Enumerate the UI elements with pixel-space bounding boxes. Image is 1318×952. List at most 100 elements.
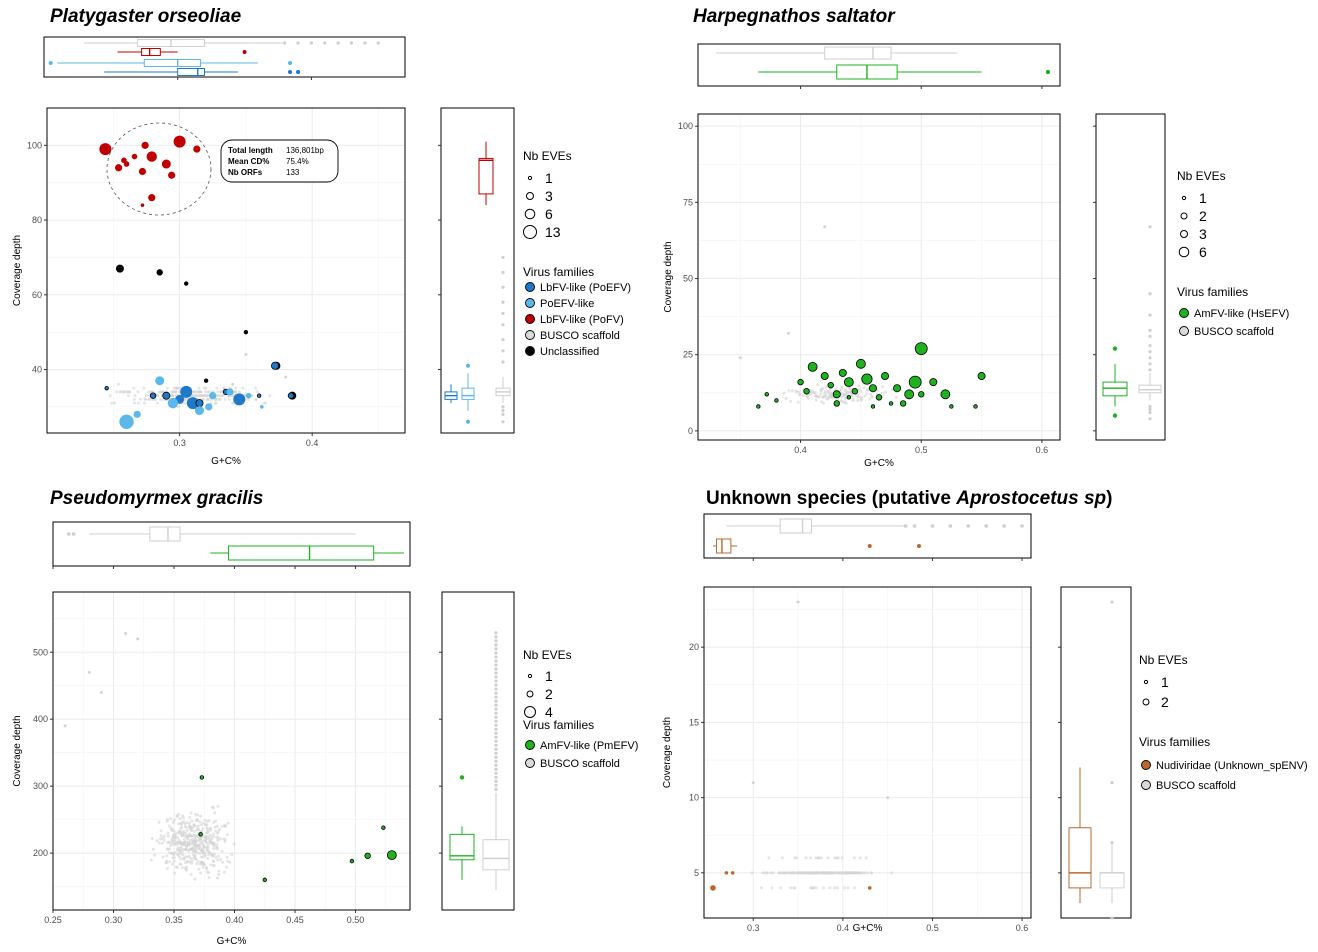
busco-point xyxy=(187,842,191,846)
busco-point xyxy=(209,863,213,867)
busco-point xyxy=(173,837,177,841)
busco-point xyxy=(817,395,821,399)
busco-point xyxy=(147,390,151,394)
busco-point xyxy=(225,865,229,869)
outlier xyxy=(466,363,470,368)
busco-point xyxy=(811,871,815,875)
data-point xyxy=(807,361,818,372)
series-group xyxy=(119,376,264,429)
legend: Nb EVEs 1 2 Virus families Nudiviridae (Unkn… xyxy=(1139,653,1308,792)
busco-point xyxy=(144,394,148,398)
busco-point xyxy=(190,394,194,398)
data-point xyxy=(386,850,397,861)
title-text: Pseudomyrmex gracilis xyxy=(50,488,264,509)
data-point xyxy=(843,377,854,388)
legend-family-title: Virus families xyxy=(523,718,594,732)
x-axis-label: G+C% xyxy=(864,458,894,469)
busco-point xyxy=(201,846,205,850)
busco-point xyxy=(216,390,220,394)
busco-point xyxy=(198,843,202,847)
busco-point xyxy=(890,388,894,392)
busco-boxplot xyxy=(495,376,511,404)
family-boxplot xyxy=(57,59,258,67)
outlier xyxy=(1112,413,1118,418)
data-point xyxy=(186,397,199,410)
outlier xyxy=(376,41,380,45)
outlier xyxy=(1148,313,1152,317)
outlier xyxy=(494,699,498,703)
outlier xyxy=(501,405,505,409)
busco-point xyxy=(177,855,181,859)
data-point xyxy=(193,145,201,153)
busco-point xyxy=(127,390,131,394)
busco-point xyxy=(194,824,198,828)
outlier xyxy=(917,544,922,548)
busco-point xyxy=(172,842,176,846)
plot-border xyxy=(697,113,1061,441)
chart-panel: 0.4 0.5 0.6 0 25 50 75 100 G+C% Coverage depth Nb … xyxy=(663,43,1289,469)
outlier xyxy=(494,759,498,763)
data-point xyxy=(138,167,147,176)
y-tick-label: 80 xyxy=(32,215,42,225)
busco-point xyxy=(829,871,833,875)
data-point xyxy=(162,391,171,400)
busco-point xyxy=(819,400,823,404)
busco-point xyxy=(182,841,186,845)
busco-point xyxy=(167,840,171,844)
busco-point xyxy=(165,386,169,390)
busco-point xyxy=(138,397,142,401)
busco-point xyxy=(219,857,223,861)
outlier xyxy=(494,671,498,675)
data-point xyxy=(115,164,123,172)
data-point xyxy=(774,398,779,403)
data-point xyxy=(199,775,205,780)
busco-point xyxy=(158,397,162,401)
outlier xyxy=(1020,524,1024,528)
busco-point xyxy=(193,857,197,861)
busco-point xyxy=(828,886,832,890)
legend-family-label: Nudiviridae (Unknown_spENV) xyxy=(1156,760,1308,772)
busco-point xyxy=(192,839,196,843)
data-point xyxy=(846,395,852,400)
outlier xyxy=(1110,600,1114,604)
data-point xyxy=(940,389,951,400)
busco-point xyxy=(136,637,140,641)
x-tick-label: 0.35 xyxy=(165,915,183,925)
busco-point xyxy=(214,855,218,859)
outlier xyxy=(283,41,287,45)
y-tick-label: 400 xyxy=(33,714,48,724)
busco-point xyxy=(193,843,197,847)
title-text: Platygaster orseoliae xyxy=(50,6,242,27)
outlier xyxy=(501,420,505,424)
busco-boxplot xyxy=(716,46,958,60)
busco-point xyxy=(866,871,870,875)
x-tick-label: 0.3 xyxy=(747,923,760,933)
busco-point xyxy=(187,854,191,858)
legend-size-key xyxy=(526,192,534,200)
busco-point xyxy=(172,852,176,856)
busco-point xyxy=(165,854,169,858)
legend-size-key xyxy=(1180,230,1188,238)
x-tick-label: 0.4 xyxy=(794,445,807,455)
outlier xyxy=(1148,368,1152,372)
legend-size-label: 2 xyxy=(1199,208,1207,224)
busco-point xyxy=(213,811,217,815)
y-axis-label: Coverage depth xyxy=(662,717,673,788)
data-point xyxy=(838,368,847,377)
data-point xyxy=(131,153,138,160)
busco-point xyxy=(171,862,175,866)
data-point xyxy=(140,203,145,207)
outlier xyxy=(501,360,505,364)
legend-size-label: 1 xyxy=(1199,190,1207,206)
outlier xyxy=(494,779,498,784)
busco-point xyxy=(823,392,827,396)
panel-title: Harpegnathos saltator xyxy=(693,6,895,28)
data-point xyxy=(904,389,915,400)
busco-point xyxy=(210,853,214,857)
busco-point xyxy=(193,877,197,881)
legend-size-key xyxy=(527,175,533,181)
busco-point xyxy=(125,390,129,394)
legend-size-label: 3 xyxy=(545,188,553,204)
busco-point xyxy=(191,842,195,846)
